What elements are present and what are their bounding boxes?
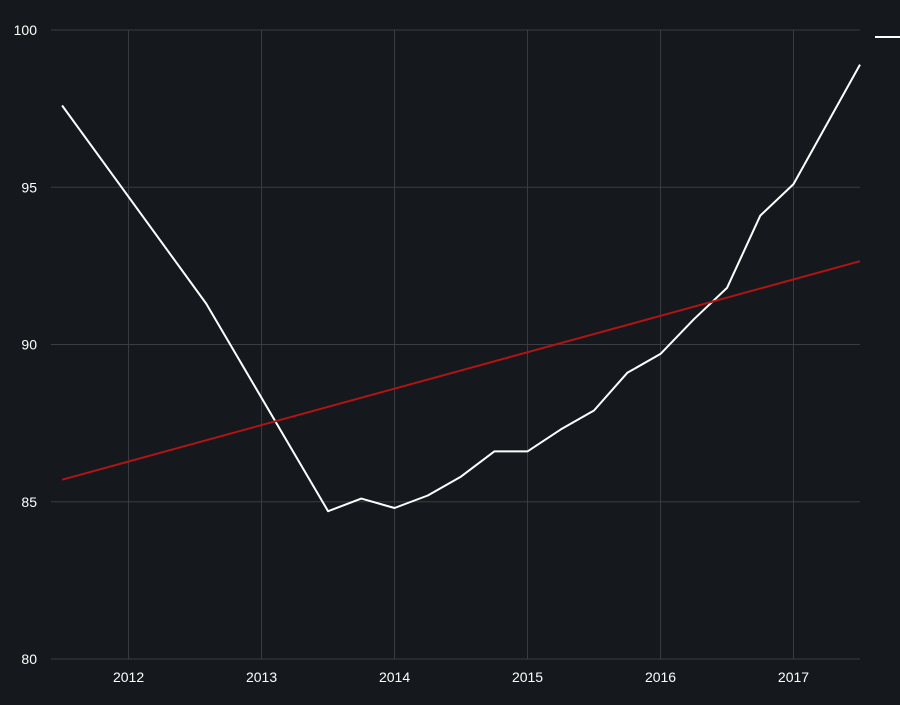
- x-tick-label: 2014: [379, 669, 410, 685]
- y-tick-label: 80: [21, 651, 37, 667]
- series: [61, 64, 861, 513]
- y-tick-label: 95: [21, 179, 37, 195]
- x-tick-label: 2016: [645, 669, 676, 685]
- y-tick-label: 85: [21, 494, 37, 510]
- x-tick-label: 2012: [113, 669, 144, 685]
- y-tick-label: 90: [21, 337, 37, 353]
- series-line-trend: [61, 260, 861, 481]
- y-tick-label: 100: [14, 22, 38, 38]
- grid: [51, 29, 860, 660]
- x-tick-label: 2017: [778, 669, 809, 685]
- y-axis-ticks: 80 85 90 95 100: [14, 22, 38, 667]
- x-axis-ticks: 2012 2013 2014 2015 2016 2017: [113, 669, 809, 685]
- x-tick-label: 2013: [246, 669, 277, 685]
- series-line-main: [61, 64, 861, 513]
- x-tick-label: 2015: [512, 669, 543, 685]
